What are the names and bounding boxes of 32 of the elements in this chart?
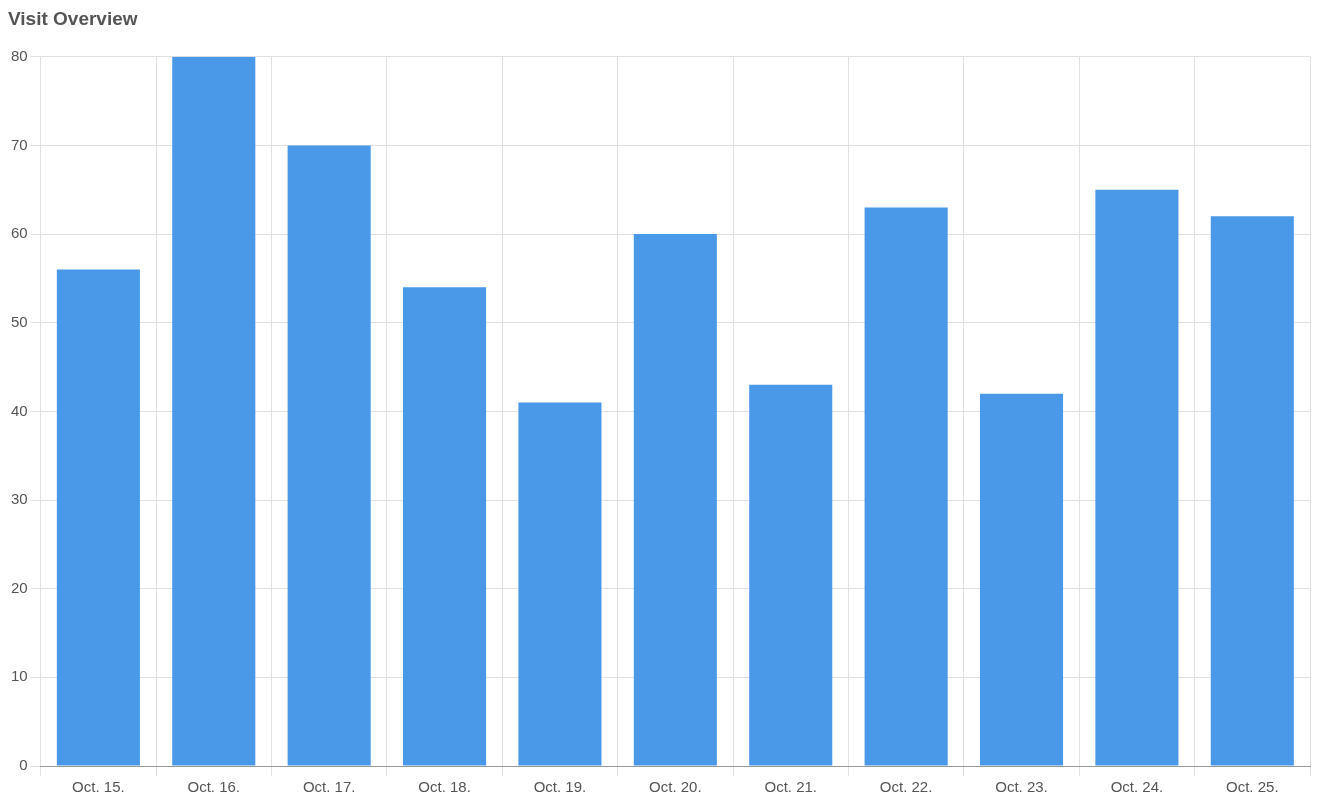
bar (1210, 216, 1294, 766)
y-tick-label: 70 (11, 135, 28, 153)
bar (864, 207, 948, 766)
y-tick-label: 80 (11, 46, 28, 64)
x-tick-label: Oct. 19. (533, 778, 587, 796)
x-tick-label: Oct. 21. (764, 778, 817, 796)
bar (403, 287, 487, 766)
x-tick-label: Oct. 18. (418, 778, 471, 796)
bar (749, 384, 833, 766)
bar (56, 269, 140, 766)
bar (172, 56, 256, 766)
x-tick-label: Oct. 16. (187, 778, 241, 796)
y-tick-label: 10 (11, 667, 28, 685)
y-tick-label: 20 (11, 578, 28, 596)
y-tick-label: 40 (11, 401, 28, 419)
x-tick-label: Oct. 20. (649, 778, 702, 796)
y-tick-label: 60 (11, 224, 28, 242)
bar (979, 393, 1064, 766)
x-tick-label: Oct. 17. (302, 778, 356, 796)
bar (633, 234, 717, 766)
x-tick-label: Oct. 25. (1226, 778, 1279, 796)
x-tick-label: Oct. 23. (995, 778, 1048, 796)
bar (287, 145, 371, 766)
x-tick-label: Oct. 24. (1110, 778, 1164, 796)
y-tick-label: 0 (19, 756, 28, 774)
chart-title: Visit Overview (8, 7, 138, 29)
bar (518, 402, 602, 766)
x-tick-label: Oct. 15. (72, 778, 125, 796)
y-tick-label: 50 (11, 312, 28, 330)
y-tick-label: 30 (11, 490, 28, 508)
bar (1095, 189, 1179, 766)
x-tick-label: Oct. 22. (879, 778, 933, 796)
